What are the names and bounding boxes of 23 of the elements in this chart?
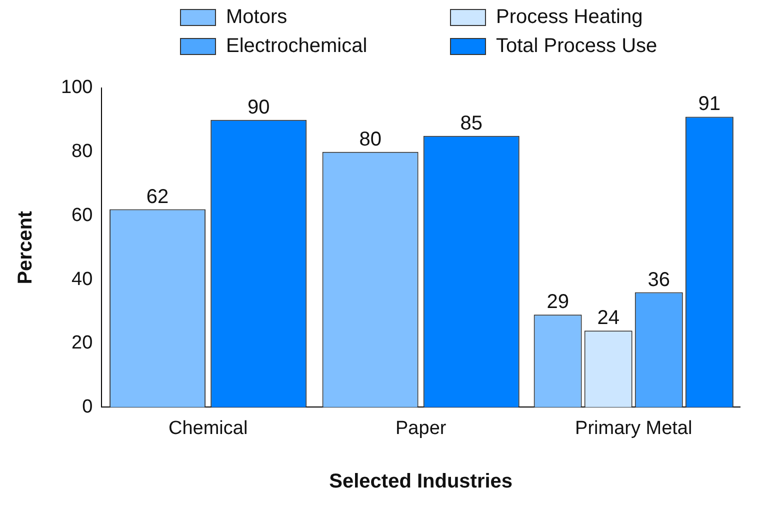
data-label: 80 (359, 128, 382, 150)
y-tick-label: 60 (72, 204, 93, 226)
y-axis-title: Percent (14, 210, 37, 284)
y-tick-label: 100 (61, 77, 93, 98)
x-axis-title: Selected Industries (329, 470, 513, 493)
x-tick-label: Primary Metal (575, 418, 692, 439)
y-tick-label: 40 (72, 268, 93, 290)
y-tick-label: 20 (72, 332, 93, 354)
data-label: 24 (597, 307, 620, 330)
data-label: 36 (648, 268, 670, 291)
data-label: 90 (247, 96, 270, 118)
y-tick-label: 80 (72, 141, 93, 162)
legend-label: Total Process Use (496, 35, 658, 58)
legend-label: Process Heating (496, 6, 643, 29)
x-tick-label: Paper (396, 418, 447, 439)
legend-label: Motors (226, 6, 288, 29)
data-label: 85 (460, 112, 483, 134)
y-tick-label: 0 (82, 396, 93, 418)
x-tick-label: Chemical (168, 418, 248, 439)
data-label: 29 (546, 291, 569, 314)
legend-label: Electrochemical (226, 35, 368, 58)
data-label: 62 (146, 186, 169, 208)
data-label: 91 (698, 93, 721, 116)
